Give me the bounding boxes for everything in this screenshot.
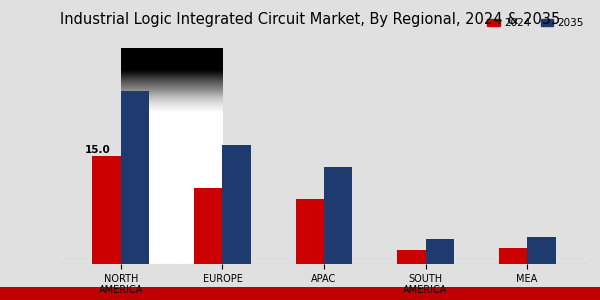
Text: 15.0: 15.0 bbox=[85, 145, 110, 155]
Bar bbox=[425, 239, 454, 264]
Bar bbox=[121, 91, 149, 264]
Bar bbox=[296, 199, 324, 264]
Text: Industrial Logic Integrated Circuit Market, By Regional, 2024 & 2035: Industrial Logic Integrated Circuit Mark… bbox=[60, 12, 560, 27]
Bar bbox=[499, 248, 527, 264]
Bar bbox=[527, 237, 556, 264]
Bar bbox=[397, 250, 425, 264]
Bar bbox=[92, 156, 121, 264]
Bar bbox=[194, 188, 223, 264]
Bar bbox=[324, 167, 352, 264]
Bar bbox=[223, 145, 251, 264]
Legend: 2024, 2035: 2024, 2035 bbox=[483, 14, 588, 33]
